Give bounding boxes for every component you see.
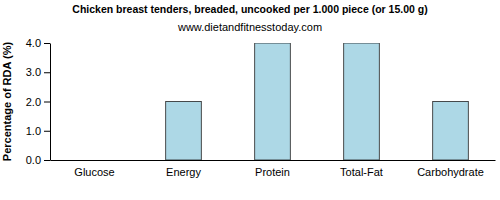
x-tick: Glucose xyxy=(74,160,114,178)
x-tick-label: Energy xyxy=(166,166,201,178)
y-axis-title: Percentage of RDA (%) xyxy=(1,41,13,161)
x-axis: Glucose Energy Protein Total-Fat Carbohydrat… xyxy=(51,160,496,178)
x-tick: Energy xyxy=(166,160,201,178)
y-tick-mark xyxy=(44,102,50,103)
y-tick-label: 1.0 xyxy=(26,125,41,137)
bar xyxy=(344,43,380,160)
bars xyxy=(166,43,469,160)
chart: Chicken breast tenders, breaded, uncooke… xyxy=(0,0,500,200)
x-tick-label: Carbohydrate xyxy=(417,166,484,178)
x-tick-label: Total-Fat xyxy=(340,166,383,178)
bar xyxy=(77,160,113,161)
plot-area: 0.0 1.0 2.0 3.0 4.0 Glucose Energy Protein Total… xyxy=(26,37,496,178)
y-axis: 0.0 1.0 2.0 3.0 4.0 xyxy=(26,37,51,166)
y-axis-line xyxy=(50,44,51,161)
y-tick: 1.0 xyxy=(26,125,50,137)
y-tick-mark xyxy=(44,160,50,161)
x-tick-label: Protein xyxy=(255,166,290,178)
y-tick: 0.0 xyxy=(26,154,50,166)
bar xyxy=(433,102,469,161)
x-tick: Total-Fat xyxy=(340,160,383,178)
y-tick-mark xyxy=(44,43,50,44)
y-tick-mark xyxy=(44,131,50,132)
bar xyxy=(166,102,202,161)
y-tick-label: 3.0 xyxy=(26,66,41,78)
x-tick: Carbohydrate xyxy=(417,160,484,178)
y-tick: 2.0 xyxy=(26,96,50,108)
x-tick-label: Glucose xyxy=(74,166,114,178)
y-tick-label: 4.0 xyxy=(26,37,41,49)
subtitle: www.dietandfitnesstoday.com xyxy=(177,21,322,33)
title: Chicken breast tenders, breaded, uncooke… xyxy=(72,3,427,15)
y-tick-label: 0.0 xyxy=(26,154,41,166)
bar xyxy=(255,43,291,160)
x-axis-line xyxy=(51,160,496,161)
y-tick: 3.0 xyxy=(26,66,50,78)
y-tick-label: 2.0 xyxy=(26,96,41,108)
y-tick: 4.0 xyxy=(26,37,50,49)
y-tick-mark xyxy=(44,72,50,73)
x-tick: Protein xyxy=(255,160,290,178)
